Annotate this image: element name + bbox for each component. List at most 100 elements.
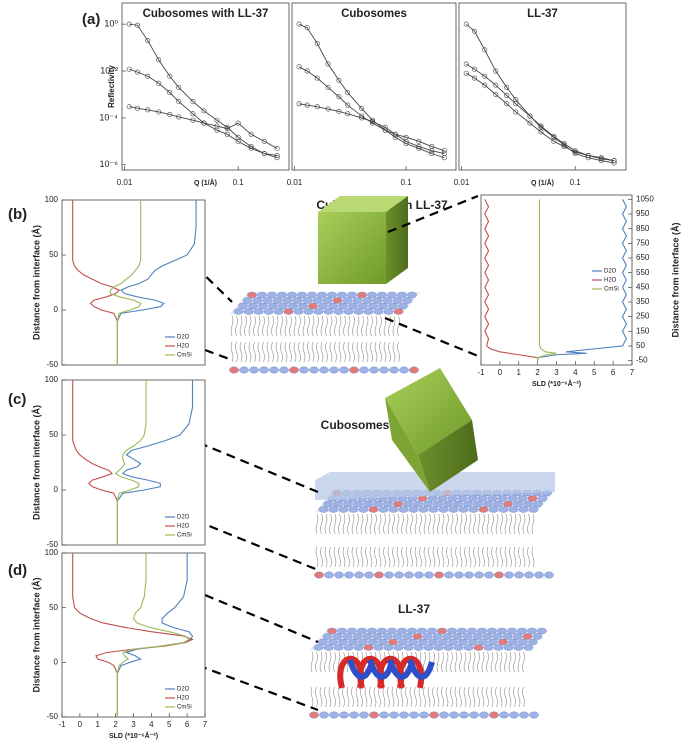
data-point bbox=[572, 149, 578, 155]
x-tick-label: 0.01 bbox=[287, 178, 303, 187]
lipid-head bbox=[442, 633, 453, 640]
lipid-head bbox=[458, 638, 468, 646]
lipid-head bbox=[433, 644, 444, 651]
x-tick-label: 5 bbox=[592, 368, 597, 377]
lipid-head bbox=[309, 711, 319, 719]
y-axis-label: Reflectivity bbox=[107, 65, 116, 108]
data-point bbox=[304, 68, 310, 74]
lipid-head bbox=[303, 308, 314, 315]
data-point bbox=[504, 101, 510, 107]
lipid-head bbox=[444, 571, 454, 579]
lipid-head bbox=[349, 711, 359, 719]
data-point bbox=[336, 77, 342, 83]
lipid-head bbox=[458, 506, 469, 513]
data-point bbox=[156, 109, 162, 115]
y-tick-label: 100 bbox=[45, 548, 59, 557]
lipid-head bbox=[497, 627, 507, 635]
data-point bbox=[176, 99, 182, 105]
lipid-head bbox=[288, 302, 298, 310]
y-tick-label: 250 bbox=[636, 312, 650, 321]
x-tick-label: 1 bbox=[96, 720, 101, 729]
chart-title: Cubosomes bbox=[341, 8, 407, 20]
x-axis-label: Q (1/Å) bbox=[194, 178, 217, 187]
lipid-head bbox=[277, 291, 287, 299]
lipid-head bbox=[329, 711, 339, 719]
x-tick-label: 0.01 bbox=[117, 178, 133, 187]
x-tick-label: 0.1 bbox=[233, 178, 245, 187]
data-point bbox=[471, 66, 477, 72]
data-point bbox=[167, 111, 173, 117]
legend-label: D2O bbox=[177, 335, 190, 341]
lipid-head bbox=[404, 571, 414, 579]
lipid-head bbox=[487, 495, 498, 502]
lipid-head bbox=[448, 638, 458, 646]
series-line bbox=[72, 553, 194, 717]
chart-title: Cubosomes with LL-37 bbox=[143, 8, 269, 20]
data-point bbox=[296, 21, 302, 27]
lipid-head bbox=[323, 500, 333, 508]
y-tick-label: 0 bbox=[54, 657, 59, 666]
lipid-head bbox=[457, 495, 468, 502]
lipid-head bbox=[438, 638, 448, 646]
lipid-head bbox=[508, 638, 518, 646]
data-point bbox=[145, 38, 151, 44]
lipid-head bbox=[363, 644, 374, 651]
y-tick-label: 350 bbox=[636, 297, 650, 306]
lipid-head bbox=[409, 366, 419, 374]
lipid-head bbox=[373, 308, 384, 315]
y-tick-label: 750 bbox=[636, 238, 650, 247]
data-point bbox=[235, 138, 241, 144]
lipid-head bbox=[462, 633, 473, 640]
lipid-head bbox=[397, 291, 407, 299]
data-point bbox=[561, 144, 567, 150]
data-point bbox=[325, 106, 331, 112]
data-point bbox=[261, 138, 267, 144]
lipid-head bbox=[363, 308, 374, 315]
data-point bbox=[126, 104, 132, 110]
lipid-head bbox=[382, 297, 393, 304]
y-tick-label: -50 bbox=[46, 540, 58, 549]
lipid-head bbox=[389, 366, 399, 374]
y-axis-label: Distance from interface (Å) bbox=[670, 222, 680, 337]
lipid-head bbox=[313, 644, 324, 651]
series-line bbox=[109, 200, 142, 365]
x-tick-label: -1 bbox=[477, 368, 485, 377]
lipid-head bbox=[448, 506, 459, 513]
data-point bbox=[369, 120, 375, 126]
lipid-head bbox=[459, 711, 469, 719]
lipid-head bbox=[469, 711, 479, 719]
connector bbox=[204, 593, 319, 644]
lipid-head bbox=[338, 638, 348, 646]
lipid-head bbox=[374, 571, 384, 579]
lipid-head bbox=[507, 495, 518, 502]
y-tick-label: 0 bbox=[54, 305, 59, 314]
lipid-head bbox=[233, 308, 244, 315]
lipid-head bbox=[353, 644, 364, 651]
data-point bbox=[463, 70, 469, 76]
data-point bbox=[134, 22, 140, 28]
lipid-head bbox=[258, 302, 268, 310]
legend-label: H2O bbox=[177, 696, 190, 702]
data-point bbox=[538, 123, 544, 129]
lipid-head bbox=[334, 571, 344, 579]
y-tick-label: 50 bbox=[49, 250, 58, 259]
data-point bbox=[134, 69, 140, 75]
lipid-head bbox=[532, 633, 543, 640]
lipid-head bbox=[362, 633, 373, 640]
legend-label: CmSi bbox=[177, 533, 192, 539]
lipid-head bbox=[347, 291, 357, 299]
data-point bbox=[611, 158, 617, 164]
lipid-head bbox=[473, 500, 483, 508]
lipid-head bbox=[239, 366, 249, 374]
lipid-head bbox=[493, 644, 504, 651]
data-point bbox=[463, 61, 469, 67]
data-point bbox=[345, 111, 351, 117]
lipid-head bbox=[528, 506, 539, 513]
data-point bbox=[126, 66, 132, 72]
cube-face bbox=[385, 398, 430, 492]
lipid-head bbox=[328, 638, 338, 646]
legend-label: H2O bbox=[177, 344, 190, 350]
x-tick-label: 2 bbox=[535, 368, 540, 377]
x-tick-label: 0 bbox=[78, 720, 83, 729]
legend-label: H2O bbox=[604, 278, 617, 284]
